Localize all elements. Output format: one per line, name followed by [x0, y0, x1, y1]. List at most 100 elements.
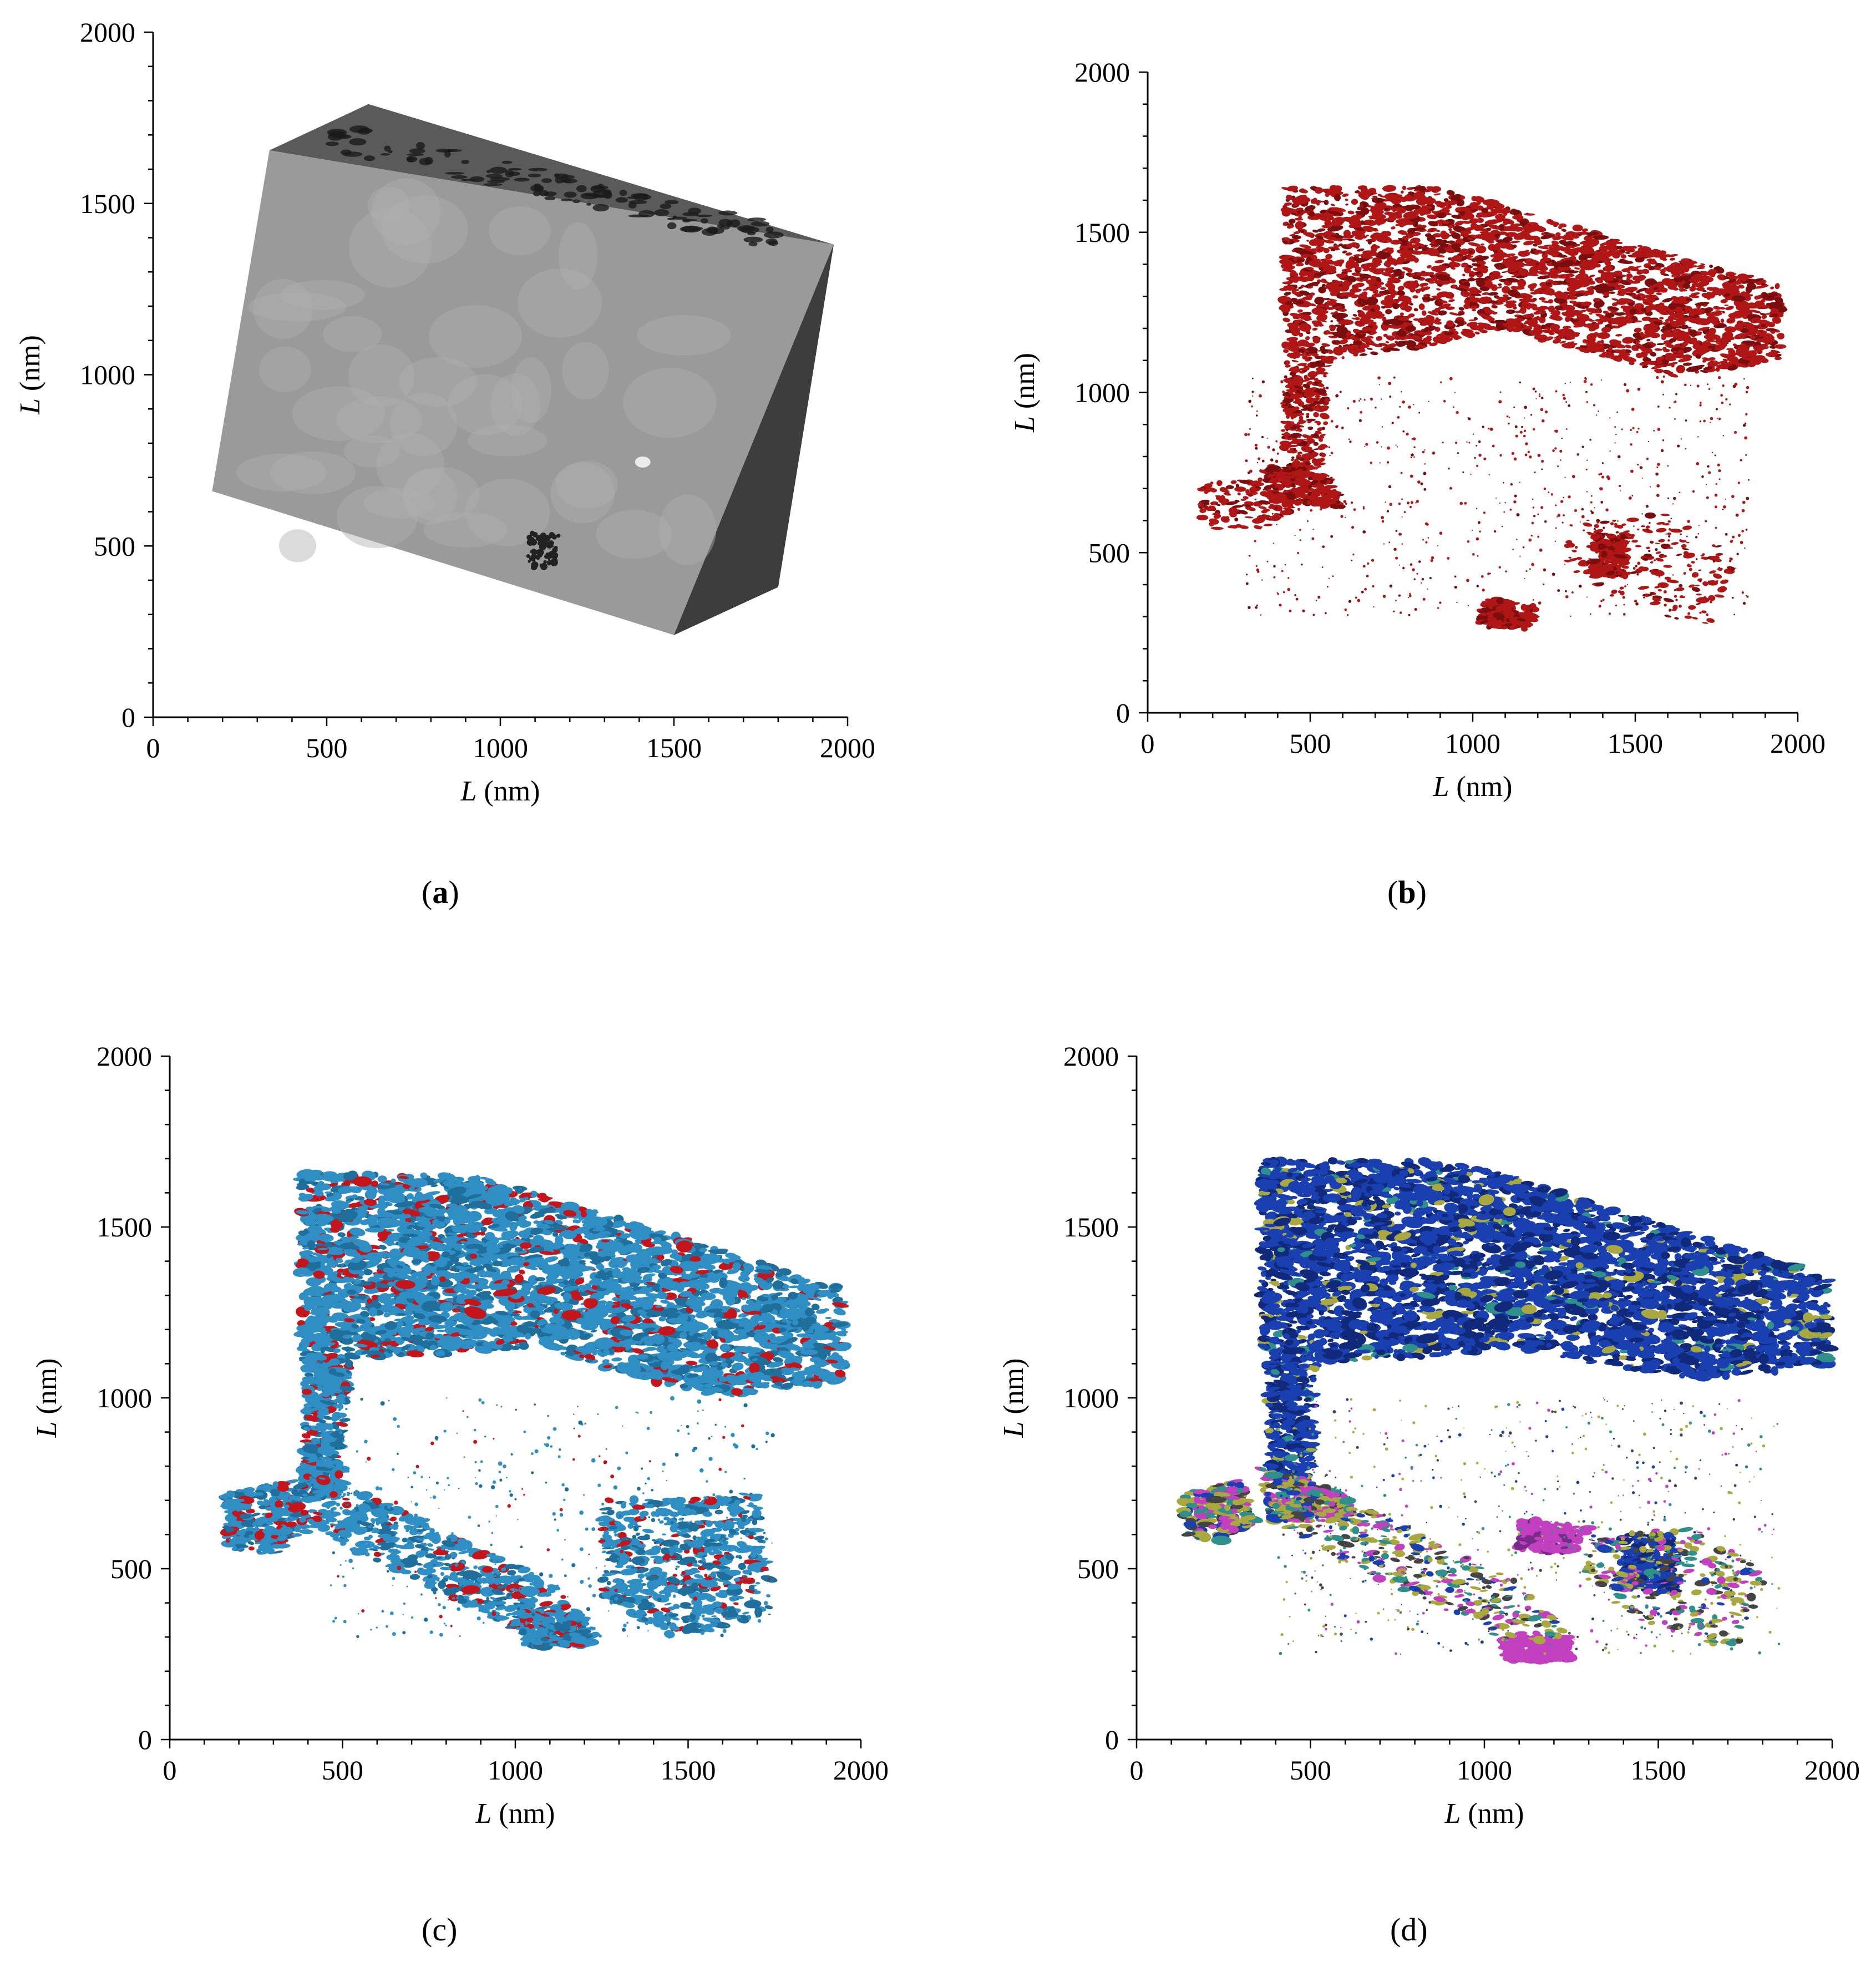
- pore: [1539, 297, 1546, 301]
- pore: [1330, 282, 1339, 290]
- pore-speck: [1261, 579, 1263, 581]
- pore-speck: [1600, 501, 1604, 504]
- pore-speck: [1482, 425, 1484, 428]
- organic-streak: [748, 241, 758, 247]
- pore: [1634, 600, 1637, 603]
- pore: [1397, 237, 1405, 240]
- pore: [1376, 281, 1385, 285]
- organic-streak: [533, 191, 541, 196]
- pore: [1448, 299, 1455, 302]
- pore: [1522, 301, 1530, 309]
- pore: [1503, 294, 1509, 298]
- pore: [1234, 486, 1246, 492]
- pore: [1402, 185, 1407, 190]
- pore-speck: [1261, 459, 1265, 463]
- pore-speck: [1532, 498, 1534, 500]
- pore-speck: [1514, 494, 1517, 498]
- pore: [1702, 581, 1708, 586]
- pore-speck: [1565, 595, 1569, 599]
- pore-speck: [1255, 606, 1258, 609]
- pore: [1379, 195, 1386, 198]
- pyrite-cluster: [532, 532, 538, 538]
- pore: [1345, 203, 1348, 206]
- pore-speck: [1657, 405, 1660, 408]
- pore-speck: [1447, 557, 1450, 560]
- pore-speck: [1619, 484, 1621, 488]
- pore: [1330, 320, 1334, 323]
- pore-speck: [1299, 539, 1301, 541]
- pore-speck: [1732, 596, 1734, 599]
- pore-speck: [1483, 511, 1486, 514]
- pore: [1595, 582, 1605, 587]
- pore: [1282, 281, 1293, 285]
- pore: [1436, 288, 1441, 291]
- pore-speck: [1542, 419, 1545, 423]
- pore: [1695, 536, 1698, 539]
- pore: [1726, 317, 1736, 324]
- organic-streak: [641, 194, 651, 200]
- pore-speck: [1255, 565, 1258, 567]
- pore-speck: [1745, 529, 1748, 531]
- pore-speck: [1454, 392, 1456, 393]
- pore-speck: [1448, 468, 1450, 470]
- pore: [1758, 320, 1768, 325]
- pore: [1347, 210, 1355, 215]
- pore-speck: [1743, 378, 1745, 380]
- pore-speck: [1634, 540, 1637, 543]
- pore: [1434, 295, 1442, 300]
- pore-speck: [1637, 561, 1641, 565]
- pore-speck: [1707, 465, 1710, 468]
- pore-speck: [1499, 391, 1502, 393]
- pore-speck: [1256, 568, 1260, 572]
- pore: [1572, 224, 1583, 232]
- pore-speck: [1473, 433, 1474, 435]
- x-tick-label: 2000: [820, 732, 875, 763]
- pore-speck: [1519, 381, 1522, 384]
- pore: [1724, 305, 1729, 306]
- pore: [1306, 240, 1310, 242]
- pore-speck: [1670, 518, 1672, 520]
- pore-speck: [1355, 596, 1357, 599]
- pore: [1282, 317, 1290, 322]
- pore: [1254, 525, 1262, 530]
- pore: [1464, 292, 1474, 296]
- pore: [1370, 351, 1378, 356]
- organic-streak: [409, 148, 425, 154]
- pore: [1562, 326, 1571, 329]
- pore: [1538, 246, 1549, 250]
- pore-speck: [1744, 422, 1747, 425]
- pore: [1353, 254, 1362, 257]
- pore: [1574, 267, 1580, 270]
- pore-speck: [1631, 408, 1635, 411]
- pore-speck: [1310, 509, 1313, 512]
- pore-speck: [1330, 535, 1334, 538]
- pore: [1588, 320, 1595, 322]
- pore-speck: [1409, 505, 1412, 508]
- pore: [1306, 418, 1316, 422]
- pore-speck: [1669, 407, 1671, 409]
- organic-streak: [751, 221, 770, 227]
- pore-speck: [1561, 521, 1564, 524]
- organic-streak: [483, 183, 503, 186]
- pore-speck: [1344, 608, 1347, 611]
- x-tick-label: 1000: [1445, 728, 1500, 759]
- pore-speck: [1498, 400, 1502, 404]
- x-tick-label: 1500: [646, 732, 702, 763]
- pore-speck: [1631, 495, 1634, 496]
- pore-speck: [1525, 442, 1528, 445]
- mineral-grain: [381, 195, 468, 264]
- pore-speck: [1721, 553, 1723, 555]
- pore: [1295, 221, 1304, 230]
- x-tick-label: 500: [1290, 728, 1331, 759]
- pore-speck: [1745, 413, 1748, 415]
- pore-speck: [1629, 540, 1631, 542]
- pore-speck: [1378, 384, 1381, 386]
- pore-speck: [1697, 533, 1700, 535]
- pore-speck: [1626, 389, 1630, 393]
- pore: [1594, 524, 1599, 529]
- pore-speck: [1372, 585, 1375, 588]
- pore-speck: [1676, 605, 1678, 607]
- pore-speck: [1686, 535, 1688, 538]
- pore: [1453, 334, 1461, 340]
